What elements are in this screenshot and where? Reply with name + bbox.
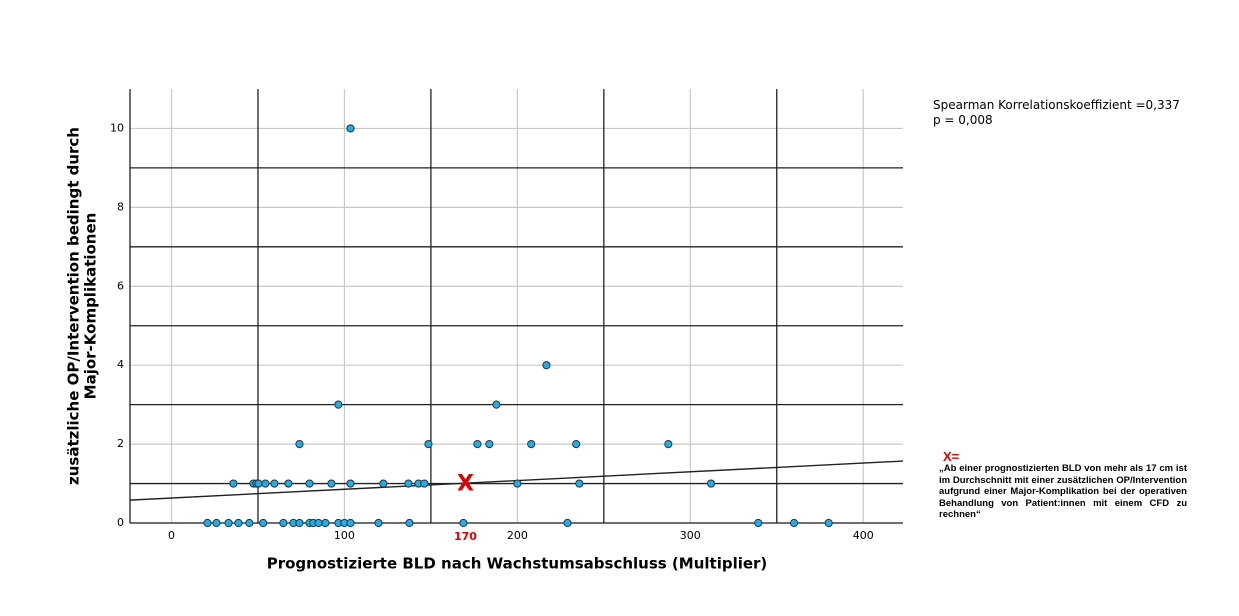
point xyxy=(270,479,279,488)
stats: Spearman Korrelationskoeffizient =0,337 … xyxy=(933,98,1180,128)
point xyxy=(203,518,212,528)
point xyxy=(346,124,355,133)
y-tick-label: 4 xyxy=(117,358,124,371)
point xyxy=(374,518,383,528)
point xyxy=(754,518,763,528)
point xyxy=(492,400,501,409)
y-tick-label: 10 xyxy=(110,121,124,134)
point xyxy=(405,518,414,528)
point xyxy=(224,518,233,528)
p-text: p = 0,008 xyxy=(933,113,993,127)
note-text: „Ab einer prognostizierten BLD von mehr … xyxy=(939,463,1187,520)
marker-x-label: 170 xyxy=(454,530,477,543)
point xyxy=(527,439,536,449)
marker: X xyxy=(457,472,474,497)
point xyxy=(664,439,673,449)
point xyxy=(259,518,268,528)
note-title: X= xyxy=(943,449,960,464)
point xyxy=(229,479,238,488)
point xyxy=(542,361,551,370)
point xyxy=(706,479,716,488)
point xyxy=(473,439,482,449)
point xyxy=(513,479,522,488)
point xyxy=(346,518,355,528)
point xyxy=(379,479,388,488)
y-tick-label: 6 xyxy=(117,279,124,292)
y-tick-label: 8 xyxy=(117,200,124,213)
point xyxy=(254,479,263,488)
point xyxy=(321,518,330,528)
point xyxy=(789,518,799,528)
point xyxy=(234,518,243,528)
axis-frame xyxy=(129,89,903,524)
point xyxy=(305,479,314,488)
point xyxy=(346,479,355,488)
x-tick-label: 200 xyxy=(507,529,528,542)
stat-text: Spearman Korrelationskoeffizient =0,337 xyxy=(933,98,1180,112)
point xyxy=(245,518,254,528)
point xyxy=(563,518,572,528)
point xyxy=(334,400,343,409)
point xyxy=(824,518,833,528)
y-tick-label: 0 xyxy=(117,516,124,529)
x-tick-label: 100 xyxy=(334,529,355,542)
y-axis-label: zusätzliche OP/Intervention bedingt durc… xyxy=(65,127,100,485)
point xyxy=(212,518,221,528)
point xyxy=(295,518,304,528)
point xyxy=(572,439,581,449)
y-tick-label: 2 xyxy=(117,437,124,450)
x-axis-label: Prognostizierte BLD nach Wachstumsabschl… xyxy=(267,555,768,573)
point xyxy=(327,479,336,488)
y-axis-label-line: Major-Komplikationen xyxy=(82,213,100,400)
point xyxy=(575,479,584,488)
point xyxy=(295,439,304,449)
x-tick-label: 300 xyxy=(680,529,701,542)
point xyxy=(279,518,288,528)
y-axis-label-line: zusätzliche OP/Intervention bedingt durc… xyxy=(65,127,83,485)
point xyxy=(485,439,494,449)
point xyxy=(459,518,468,528)
x-tick-label: 400 xyxy=(853,529,874,542)
point xyxy=(261,479,270,488)
point xyxy=(424,439,433,449)
point xyxy=(420,479,429,488)
point xyxy=(284,479,293,488)
point xyxy=(314,518,323,528)
x-tick-label: 0 xyxy=(168,529,175,542)
point xyxy=(404,479,413,488)
